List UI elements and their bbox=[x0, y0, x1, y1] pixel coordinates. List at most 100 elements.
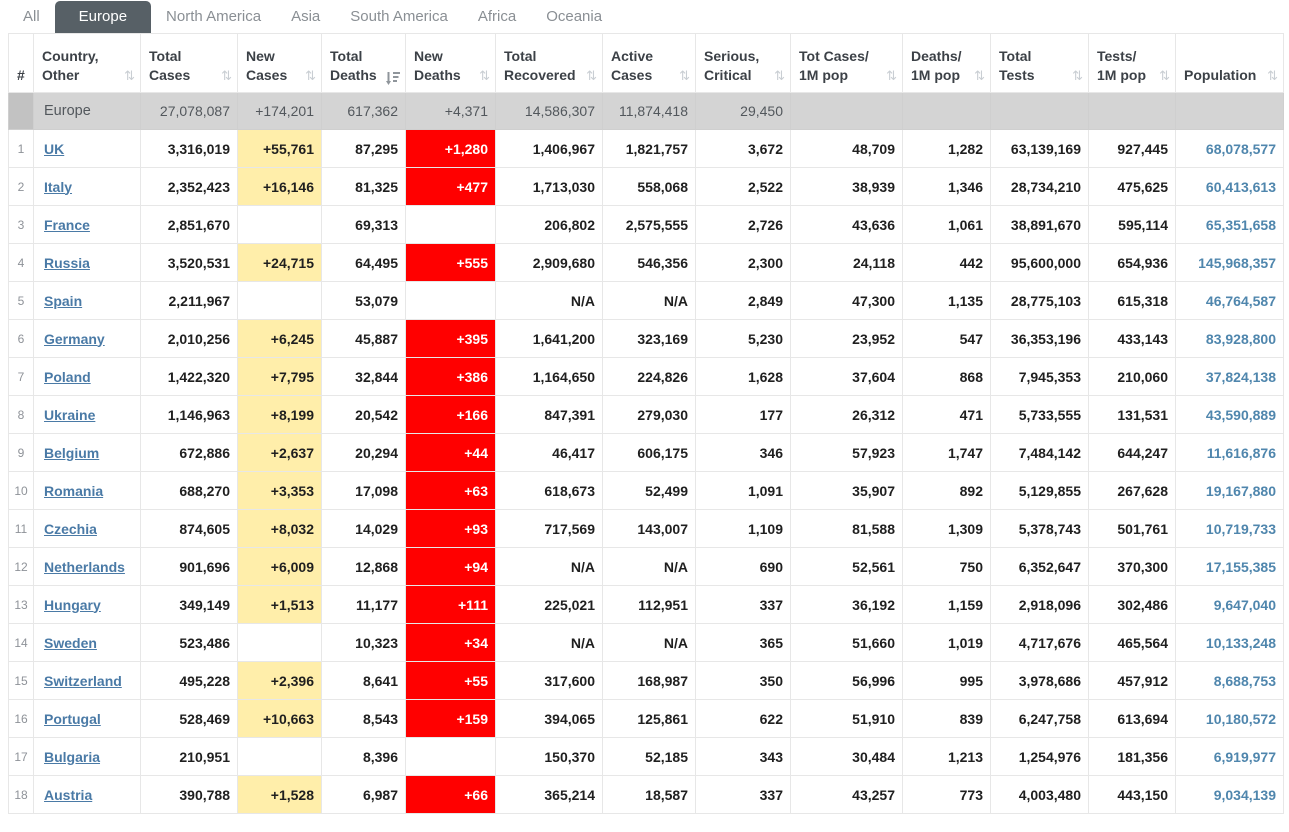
cell-deaths-1m: 1,747 bbox=[902, 433, 991, 472]
country-link[interactable]: Hungary bbox=[44, 596, 101, 613]
cell-population: 10,180,572 bbox=[1175, 699, 1284, 738]
cell-total-tests: 5,733,555 bbox=[990, 395, 1089, 434]
covid-country-table: # Country, Other ⇅ Total Cases ⇅ New Cases ⇅ Total… bbox=[8, 33, 1284, 814]
column-label: Active Cases bbox=[611, 48, 654, 83]
cell-rank: 1 bbox=[8, 129, 34, 168]
cell-tot-cases-1m: 36,192 bbox=[790, 585, 903, 624]
cell-total-cases: 390,788 bbox=[140, 775, 238, 814]
column-header-new-deaths[interactable]: New Deaths ⇅ bbox=[405, 33, 496, 93]
cell-population: 145,968,357 bbox=[1175, 243, 1284, 282]
cell-total-cases: 1,422,320 bbox=[140, 357, 238, 396]
cell-tests-1m: 181,356 bbox=[1088, 737, 1176, 776]
country-link[interactable]: Austria bbox=[44, 786, 93, 803]
column-header-new-cases[interactable]: New Cases ⇅ bbox=[237, 33, 322, 93]
tab-south-america[interactable]: South America bbox=[350, 8, 448, 25]
cell-country: Czechia bbox=[33, 509, 141, 548]
column-header-tot-cases-1m[interactable]: Tot Cases/1M pop ⇅ bbox=[790, 33, 903, 93]
cell-active-cases: 279,030 bbox=[602, 395, 696, 434]
cell-new-cases bbox=[237, 205, 322, 244]
country-link[interactable]: Belgium bbox=[44, 444, 100, 461]
cell-deaths-1m: 995 bbox=[902, 661, 991, 700]
table-row: 15 Switzerland 495,228 +2,396 8,641 +55 317,60… bbox=[8, 661, 1284, 700]
tab-europe[interactable]: Europe bbox=[54, 1, 152, 33]
cell-rank: 14 bbox=[8, 623, 34, 662]
tab-africa[interactable]: Africa bbox=[477, 8, 517, 25]
column-header-active-cases[interactable]: Active Cases ⇅ bbox=[602, 33, 696, 93]
country-link[interactable]: Romania bbox=[44, 482, 104, 499]
column-header-total-deaths[interactable]: Total Deaths bbox=[321, 33, 406, 93]
column-header-tests-1m[interactable]: Tests/1M pop ⇅ bbox=[1088, 33, 1176, 93]
cell-deaths-1m: 1,019 bbox=[902, 623, 991, 662]
country-link[interactable]: Spain bbox=[44, 292, 83, 309]
tab-oceania[interactable]: Oceania bbox=[546, 8, 603, 25]
cell-country: France bbox=[33, 205, 141, 244]
column-header-country[interactable]: Country, Other ⇅ bbox=[33, 33, 141, 93]
cell-total-cases: 2,851,670 bbox=[140, 205, 238, 244]
sort-icon: ⇅ bbox=[586, 68, 597, 83]
cell-active-cases: 558,068 bbox=[602, 167, 696, 206]
country-link[interactable]: Netherlands bbox=[44, 558, 125, 575]
country-link[interactable]: Bulgaria bbox=[44, 748, 101, 765]
country-link[interactable]: Germany bbox=[44, 330, 105, 347]
covid-stats-page: All Europe North America Asia South America A… bbox=[8, 1, 1284, 814]
country-link[interactable]: Portugal bbox=[44, 710, 101, 727]
cell-total-cases: 495,228 bbox=[140, 661, 238, 700]
cell-total-cases: 2,352,423 bbox=[140, 167, 238, 206]
cell-tot-cases-1m: 51,660 bbox=[790, 623, 903, 662]
column-header-deaths-1m[interactable]: Deaths/1M pop ⇅ bbox=[902, 33, 991, 93]
cell-new-cases: +8,199 bbox=[237, 395, 322, 434]
cell-active-cases: 224,826 bbox=[602, 357, 696, 396]
column-header-total-recovered[interactable]: Total Recovered ⇅ bbox=[495, 33, 603, 93]
cell-tests-1m: 302,486 bbox=[1088, 585, 1176, 624]
cell-tot-cases-1m: 56,996 bbox=[790, 661, 903, 700]
cell-deaths-1m: 1,135 bbox=[902, 281, 991, 320]
country-link[interactable]: Sweden bbox=[44, 634, 97, 651]
country-link[interactable]: France bbox=[44, 216, 90, 233]
sort-icon: ⇅ bbox=[679, 68, 690, 83]
country-link[interactable]: Switzerland bbox=[44, 672, 122, 689]
country-link[interactable]: Ukraine bbox=[44, 406, 96, 423]
column-label: Population bbox=[1184, 67, 1257, 83]
tab-all[interactable]: All bbox=[23, 8, 40, 25]
cell-active-cases: 606,175 bbox=[602, 433, 696, 472]
cell-new-cases: +16,146 bbox=[237, 167, 322, 206]
cell-total-recovered: 365,214 bbox=[495, 775, 603, 814]
cell-tot-cases-1m: 43,257 bbox=[790, 775, 903, 814]
column-header-total-cases[interactable]: Total Cases ⇅ bbox=[140, 33, 238, 93]
cell-total-recovered: 14,586,307 bbox=[495, 92, 603, 130]
sort-icon: ⇅ bbox=[124, 68, 135, 83]
country-link[interactable]: UK bbox=[44, 140, 65, 157]
tab-north-america[interactable]: North America bbox=[166, 8, 262, 25]
cell-total-deaths: 32,844 bbox=[321, 357, 406, 396]
cell-rank: 7 bbox=[8, 357, 34, 396]
cell-population: 9,647,040 bbox=[1175, 585, 1284, 624]
column-label: New Deaths bbox=[414, 48, 461, 83]
cell-deaths-1m: 1,159 bbox=[902, 585, 991, 624]
sort-icon: ⇅ bbox=[1159, 68, 1170, 83]
cell-rank: 11 bbox=[8, 509, 34, 548]
cell-active-cases: 323,169 bbox=[602, 319, 696, 358]
table-header-row: # Country, Other ⇅ Total Cases ⇅ New Cases ⇅ Total… bbox=[8, 33, 1284, 93]
cell-population: 8,688,753 bbox=[1175, 661, 1284, 700]
cell-population: 60,413,613 bbox=[1175, 167, 1284, 206]
continent-totals-row: Europe 27,078,087 +174,201 617,362 +4,371 14,… bbox=[8, 92, 1284, 130]
cell-total-tests: 36,353,196 bbox=[990, 319, 1089, 358]
sort-icon: ⇅ bbox=[305, 68, 316, 83]
country-link[interactable]: Poland bbox=[44, 368, 91, 385]
cell-serious-critical: 2,300 bbox=[695, 243, 791, 282]
table-row: 9 Belgium 672,886 +2,637 20,294 +44 46,417 606,… bbox=[8, 433, 1284, 472]
country-link[interactable]: Russia bbox=[44, 254, 90, 271]
country-link[interactable]: Italy bbox=[44, 178, 73, 195]
column-header-population[interactable]: Population ⇅ bbox=[1175, 33, 1284, 93]
cell-new-cases: +1,513 bbox=[237, 585, 322, 624]
cell-total-recovered: 1,406,967 bbox=[495, 129, 603, 168]
sort-icon: ⇅ bbox=[886, 68, 897, 83]
column-header-total-tests[interactable]: Total Tests ⇅ bbox=[990, 33, 1089, 93]
column-header-serious-critical[interactable]: Serious, Critical ⇅ bbox=[695, 33, 791, 93]
tab-asia[interactable]: Asia bbox=[291, 8, 321, 25]
country-link[interactable]: Czechia bbox=[44, 520, 97, 537]
column-label: Total Cases bbox=[149, 48, 191, 83]
cell-new-cases: +7,795 bbox=[237, 357, 322, 396]
cell-active-cases: N/A bbox=[602, 547, 696, 586]
cell-country: Hungary bbox=[33, 585, 141, 624]
